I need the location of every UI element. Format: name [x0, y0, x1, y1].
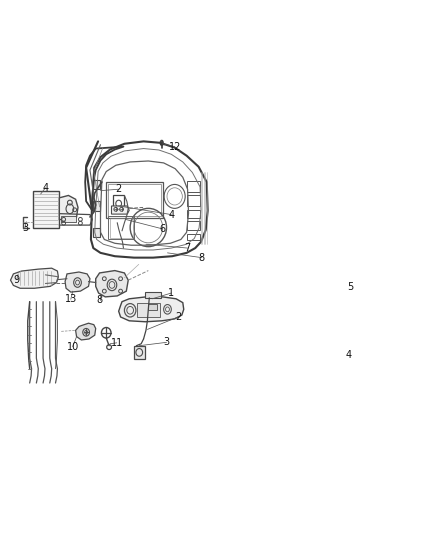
Text: 11: 11: [111, 338, 123, 348]
FancyBboxPatch shape: [320, 280, 340, 295]
Text: 5: 5: [347, 282, 353, 292]
Text: 8: 8: [199, 253, 205, 263]
Text: 7: 7: [184, 243, 191, 253]
Text: 8: 8: [96, 295, 102, 305]
FancyBboxPatch shape: [93, 201, 100, 211]
Text: 12: 12: [169, 142, 181, 151]
Text: 1: 1: [168, 288, 174, 298]
Polygon shape: [112, 206, 129, 214]
FancyBboxPatch shape: [137, 303, 160, 317]
Text: 13: 13: [65, 294, 77, 304]
FancyBboxPatch shape: [148, 304, 157, 310]
FancyBboxPatch shape: [134, 346, 145, 359]
Text: 3: 3: [163, 337, 170, 348]
FancyBboxPatch shape: [320, 302, 340, 316]
Text: 2: 2: [116, 184, 122, 194]
Text: 9: 9: [14, 274, 20, 285]
Polygon shape: [59, 196, 78, 220]
Polygon shape: [76, 323, 96, 340]
Text: 4: 4: [42, 183, 49, 193]
FancyBboxPatch shape: [298, 359, 313, 379]
Text: 2: 2: [175, 312, 181, 322]
FancyBboxPatch shape: [93, 228, 100, 237]
Text: 6: 6: [159, 224, 166, 234]
FancyBboxPatch shape: [145, 292, 161, 298]
Polygon shape: [119, 297, 184, 322]
Text: 4: 4: [168, 209, 174, 220]
Text: 3: 3: [22, 223, 28, 233]
Polygon shape: [297, 268, 316, 393]
FancyBboxPatch shape: [93, 180, 100, 189]
FancyBboxPatch shape: [32, 191, 59, 228]
Text: 10: 10: [67, 342, 79, 352]
Polygon shape: [314, 271, 345, 390]
FancyBboxPatch shape: [320, 321, 343, 332]
Polygon shape: [65, 272, 90, 292]
Text: 4: 4: [345, 350, 351, 360]
FancyBboxPatch shape: [61, 216, 76, 222]
Polygon shape: [11, 268, 58, 288]
Polygon shape: [96, 271, 128, 297]
